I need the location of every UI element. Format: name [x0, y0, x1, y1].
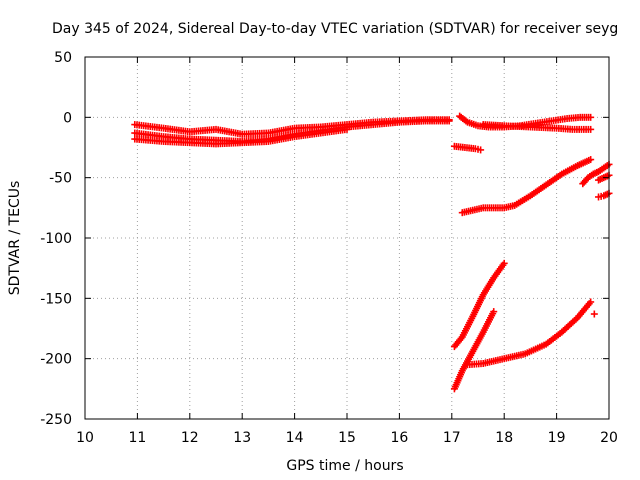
data-point [445, 117, 453, 125]
series-arc-m [464, 298, 595, 369]
data-point [590, 310, 598, 318]
x-tick-label: 19 [548, 430, 566, 446]
series-point-n [590, 310, 598, 318]
y-tick-label: 0 [63, 110, 72, 126]
data-point [500, 259, 508, 267]
data-point [490, 308, 498, 316]
data-point [343, 125, 351, 133]
chart-title: Day 345 of 2024, Sidereal Day-to-day VTE… [52, 21, 618, 37]
data-point [587, 156, 595, 164]
data-points [131, 112, 613, 393]
x-tick-label: 14 [286, 430, 304, 446]
series-seg-j [595, 189, 613, 201]
x-tick-label: 12 [181, 430, 199, 446]
series-seg-h [579, 160, 613, 188]
series-arc-d [456, 112, 595, 131]
x-tick-label: 16 [390, 430, 408, 446]
y-tick-label: -200 [40, 352, 72, 368]
x-tick-label: 10 [76, 430, 94, 446]
axis-ticks: 10 11 12 13 14 15 16 17 18 19 20 50 0 -50 -100 -150 -200… [40, 50, 618, 446]
y-axis-label: SDTVAR / TECUs [7, 181, 23, 296]
x-tick-label: 11 [128, 430, 146, 446]
series-arc-g [458, 156, 595, 217]
data-point [477, 146, 485, 154]
data-point [587, 125, 595, 133]
series-seg-i [595, 171, 613, 184]
series-arc-e [479, 121, 595, 133]
data-point [587, 113, 595, 121]
x-tick-label: 17 [443, 430, 461, 446]
x-tick-label: 18 [495, 430, 513, 446]
y-tick-label: -150 [40, 291, 72, 307]
grid [85, 57, 609, 419]
series-arc-l [450, 308, 498, 393]
y-tick-label: -50 [49, 171, 72, 187]
y-tick-label: -250 [40, 412, 72, 428]
series-band-c [131, 125, 351, 148]
y-tick-label: -100 [40, 231, 72, 247]
series-arc-k [450, 259, 508, 351]
series-seg-f [450, 142, 485, 154]
y-tick-label: 50 [54, 50, 72, 66]
data-point [587, 298, 595, 306]
x-tick-label: 15 [338, 430, 356, 446]
x-tick-label: 13 [233, 430, 251, 446]
x-axis-label: GPS time / hours [286, 458, 403, 474]
x-tick-label: 20 [600, 430, 618, 446]
